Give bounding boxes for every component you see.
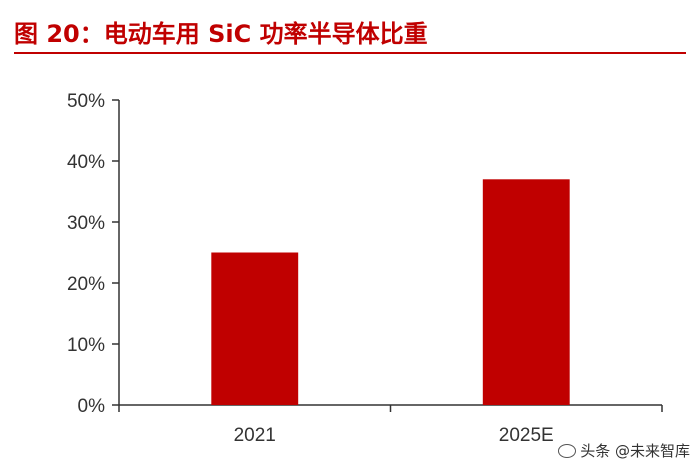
y-tick-label: 10% (67, 335, 105, 356)
y-tick-label: 50% (67, 91, 105, 112)
x-axis: 2021 2025E (118, 404, 663, 446)
y-tick-label: 20% (67, 274, 105, 295)
y-tick-label: 30% (67, 213, 105, 234)
watermark: 头条 @未来智库 (558, 440, 690, 461)
y-tick-label: 40% (67, 152, 105, 173)
title-divider (14, 52, 686, 54)
wechat-icon (558, 443, 577, 458)
x-tick-label: 2021 (234, 425, 276, 446)
chart-title: 图 20：电动车用 SiC 功率半导体比重 (14, 20, 428, 48)
x-tick-label: 2025E (499, 425, 554, 446)
bar-2021 (211, 252, 299, 405)
y-tick-label: 0% (78, 396, 106, 417)
bar-2025E (482, 179, 570, 405)
bars (211, 179, 570, 405)
watermark-text: 头条 @未来智库 (580, 442, 690, 460)
y-axis: 0% 10% 20% 30% 40% 50% (67, 91, 120, 417)
